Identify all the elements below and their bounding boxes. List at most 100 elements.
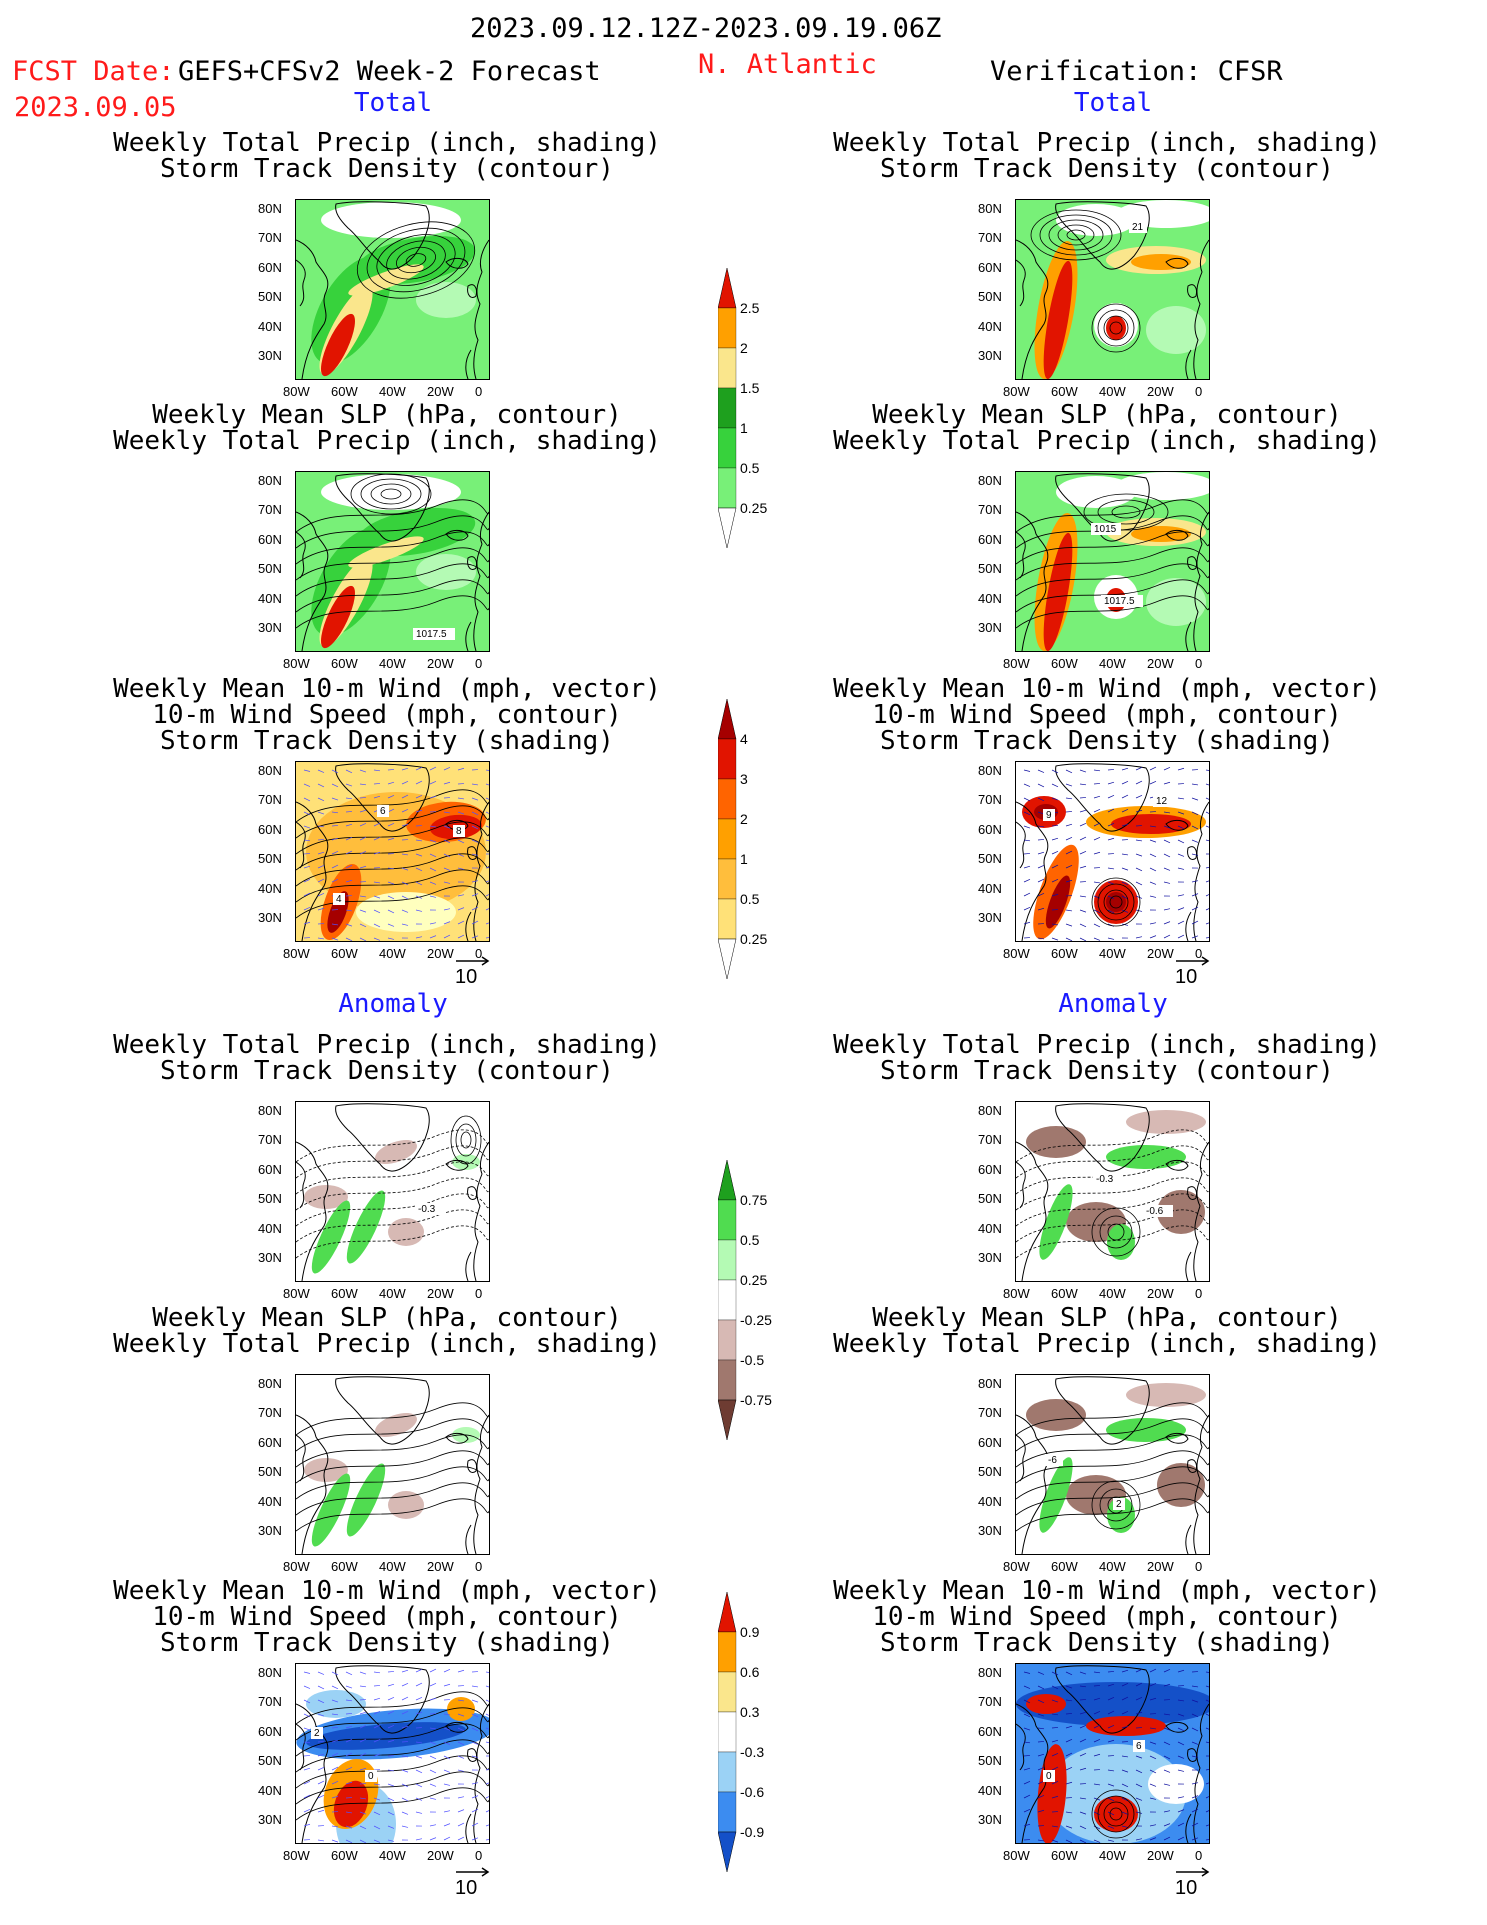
colorbar-label: 2.5 xyxy=(740,300,760,316)
lon-tick-label: 40W xyxy=(379,1559,406,1574)
lon-tick-label: 0 xyxy=(1195,1848,1203,1863)
lat-tick-label: 30N xyxy=(978,910,1002,925)
lat-tick-label: 80N xyxy=(258,1103,282,1118)
map-a2-left xyxy=(295,1374,490,1555)
title-a3-right-2: 10-m Wind Speed (mph, contour) xyxy=(872,1602,1342,1632)
lon-tick-label: 60W xyxy=(331,1848,358,1863)
lat-tick-label: 40N xyxy=(978,318,1002,334)
map-label: 9 xyxy=(1046,810,1052,821)
lat-tick-label: 80N xyxy=(258,201,282,216)
lat-tick-label: 60N xyxy=(978,259,1002,275)
map-label: 0 xyxy=(1046,1771,1052,1782)
title-a3-right-1: Weekly Mean 10-m Wind (mph, vector) xyxy=(833,1576,1381,1606)
lat-tick-label: 50N xyxy=(978,1464,1002,1480)
map-label: 2 xyxy=(1116,1499,1122,1510)
lat-tick-label: 50N xyxy=(258,561,282,577)
lon-tick-label: 60W xyxy=(1051,1286,1078,1301)
lat-tick-label: 50N xyxy=(258,1464,282,1480)
lon-tick-label: 0 xyxy=(475,1559,483,1574)
lon-tick-label: 20W xyxy=(1147,1559,1174,1574)
lat-tick-label: 30N xyxy=(978,620,1002,635)
lon-tick-label: 40W xyxy=(379,656,406,671)
lat-tick-label: 80N xyxy=(978,201,1002,216)
lat-tick-label: 60N xyxy=(978,1434,1002,1450)
lat-tick-label: 40N xyxy=(978,1493,1002,1509)
map-label: 6 xyxy=(1136,1741,1142,1752)
lat-tick-label: 30N xyxy=(258,348,282,363)
map-label: -0.3 xyxy=(1096,1174,1114,1185)
map-label: 1017.5 xyxy=(416,629,447,640)
lon-tick-label: 40W xyxy=(1099,946,1126,961)
title-p3-left-1: Weekly Mean 10-m Wind (mph, vector) xyxy=(113,674,661,704)
colorbar-label: 0.3 xyxy=(740,1704,760,1720)
lon-tick-label: 20W xyxy=(1147,1286,1174,1301)
lat-tick-label: 60N xyxy=(978,821,1002,837)
lon-tick-label: 80W xyxy=(1003,1559,1030,1574)
lat-tick-label: 30N xyxy=(258,1523,282,1538)
section-total-right: Total xyxy=(1073,88,1153,118)
lat-tick-label: 70N xyxy=(978,1405,1002,1421)
lat-tick-label: 60N xyxy=(258,1434,282,1450)
period-title: 2023.09.12.12Z-2023.09.19.06Z xyxy=(470,13,942,44)
lon-tick-label: 80W xyxy=(283,1286,310,1301)
title-p2-left-1: Weekly Mean SLP (hPa, contour) xyxy=(152,400,622,430)
colorbar-label: -0.9 xyxy=(740,1824,765,1840)
fcst-model: GEFS+CFSv2 Week-2 Forecast xyxy=(178,56,601,87)
lat-tick-label: 70N xyxy=(258,502,282,518)
lon-tick-label: 60W xyxy=(331,656,358,671)
title-p3-right-1: Weekly Mean 10-m Wind (mph, vector) xyxy=(833,674,1381,704)
lat-tick-label: 80N xyxy=(978,1103,1002,1118)
map-label: -0.3 xyxy=(418,1204,436,1215)
lon-tick-label: 60W xyxy=(1051,1848,1078,1863)
lat-tick-label: 60N xyxy=(258,1161,282,1177)
map-p1-left xyxy=(295,199,490,380)
title-a3-left-1: Weekly Mean 10-m Wind (mph, vector) xyxy=(113,1576,661,1606)
lat-tick-label: 50N xyxy=(258,1191,282,1207)
lon-tick-label: 20W xyxy=(1147,946,1174,961)
colorbar-label: 1.5 xyxy=(740,380,760,396)
vector-ref-p3-left: 10 xyxy=(455,956,490,989)
lon-tick-label: 20W xyxy=(427,1848,454,1863)
title-a1-right-1: Weekly Total Precip (inch, shading) xyxy=(833,1030,1381,1060)
lat-tick-label: 30N xyxy=(978,1523,1002,1538)
lon-tick-label: 60W xyxy=(331,1559,358,1574)
lon-tick-label: 80W xyxy=(283,656,310,671)
lat-tick-label: 30N xyxy=(978,1812,1002,1827)
colorbar-label: 0.6 xyxy=(740,1664,760,1680)
lat-tick-label: 80N xyxy=(258,1376,282,1391)
lat-tick-label: 70N xyxy=(978,1694,1002,1710)
colorbar-label: 0.25 xyxy=(740,1272,768,1288)
lon-tick-label: 60W xyxy=(331,1286,358,1301)
lon-tick-label: 60W xyxy=(1051,1559,1078,1574)
lat-tick-label: 50N xyxy=(978,1753,1002,1769)
lat-tick-label: 60N xyxy=(978,531,1002,547)
map-a1-left: -0.3 xyxy=(295,1101,490,1282)
lon-tick-label: 60W xyxy=(1051,656,1078,671)
vector-ref-a3-right: 10 xyxy=(1175,1867,1210,1900)
lon-tick-label: 80W xyxy=(283,1559,310,1574)
lon-tick-label: 40W xyxy=(379,1286,406,1301)
lat-tick-label: 40N xyxy=(258,1782,282,1798)
colorbar-label: 0.25 xyxy=(740,500,768,516)
title-p1-right-2: Storm Track Density (contour) xyxy=(880,154,1334,184)
lon-tick-label: 40W xyxy=(379,946,406,961)
map-label: -6 xyxy=(1048,1455,1057,1466)
lat-tick-label: 60N xyxy=(978,1161,1002,1177)
lat-tick-label: 30N xyxy=(978,1250,1002,1265)
lon-tick-label: 40W xyxy=(379,384,406,399)
lat-tick-label: 50N xyxy=(258,289,282,305)
lat-tick-label: 50N xyxy=(978,851,1002,867)
map-label: 21 xyxy=(1132,222,1144,233)
lon-tick-label: 20W xyxy=(427,1286,454,1301)
fcst-date-label: FCST Date: xyxy=(12,56,175,87)
lat-tick-label: 30N xyxy=(978,348,1002,363)
section-total-left: Total xyxy=(353,88,433,118)
lat-tick-label: 40N xyxy=(978,1782,1002,1798)
colorbar-label: 2 xyxy=(740,811,748,827)
lat-tick-label: 30N xyxy=(258,1812,282,1827)
lon-tick-label: 60W xyxy=(331,384,358,399)
map-label: 2 xyxy=(314,1728,320,1739)
colorbar-label: 3 xyxy=(740,771,748,787)
lon-tick-label: 0 xyxy=(1195,656,1203,671)
